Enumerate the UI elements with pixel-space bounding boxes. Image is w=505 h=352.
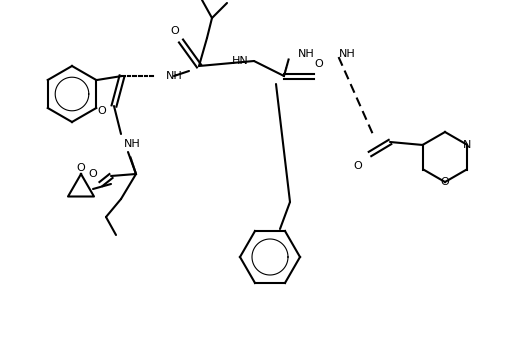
Text: O: O — [97, 106, 106, 116]
Text: HN: HN — [232, 56, 248, 66]
Text: O: O — [88, 169, 97, 179]
Text: O: O — [76, 163, 85, 173]
Text: O: O — [440, 177, 448, 187]
Text: O: O — [353, 161, 362, 171]
Text: N: N — [462, 139, 470, 150]
Text: NH: NH — [338, 49, 355, 59]
Text: NH: NH — [166, 71, 182, 81]
Text: NH: NH — [297, 49, 314, 59]
Text: O: O — [314, 59, 323, 69]
Text: NH: NH — [124, 139, 140, 149]
Text: O: O — [170, 26, 179, 36]
